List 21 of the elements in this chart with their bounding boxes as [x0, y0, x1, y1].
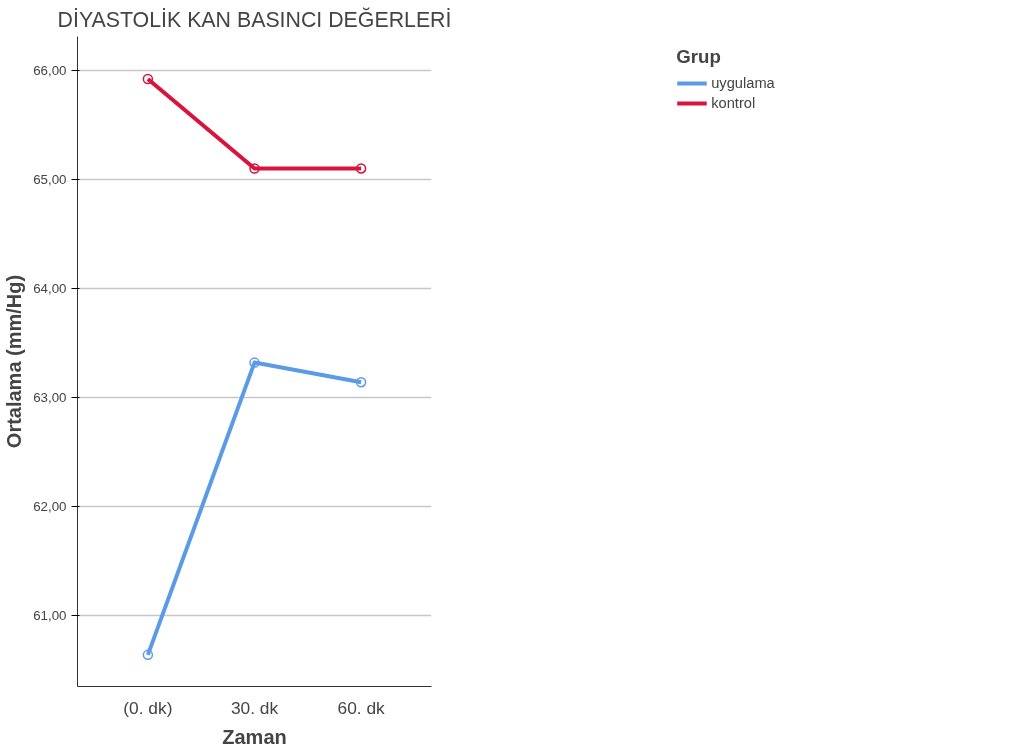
point	[249, 357, 260, 368]
y-tick-label: 63,00	[33, 389, 67, 405]
y-tick-label: 64,00	[33, 280, 67, 296]
legend-title: Grup	[676, 46, 722, 68]
x-tick-label: 60. dk	[337, 697, 386, 718]
chart-title: DİYASTOLİK KAN BASINCI DEĞERLERİ	[57, 6, 452, 32]
legend-label: kontrol	[711, 95, 756, 111]
point	[142, 649, 154, 661]
y-axis-title: Ortalama (mm/Hg)	[3, 274, 26, 449]
y-tick-label: 62,00	[33, 499, 67, 515]
y-tick-label: 65,00	[33, 171, 67, 187]
point	[142, 73, 154, 85]
y-tick-label: 61,00	[33, 608, 67, 624]
point	[355, 163, 367, 174]
x-tick-label: 30. dk	[230, 697, 279, 718]
point	[249, 163, 260, 174]
legend-label: uygulama	[711, 75, 775, 91]
y-tick-label: 66,00	[33, 62, 67, 78]
x-axis-title: Zaman	[222, 725, 287, 748]
point	[355, 376, 367, 388]
x-tick-label: (0. dk)	[123, 697, 173, 718]
